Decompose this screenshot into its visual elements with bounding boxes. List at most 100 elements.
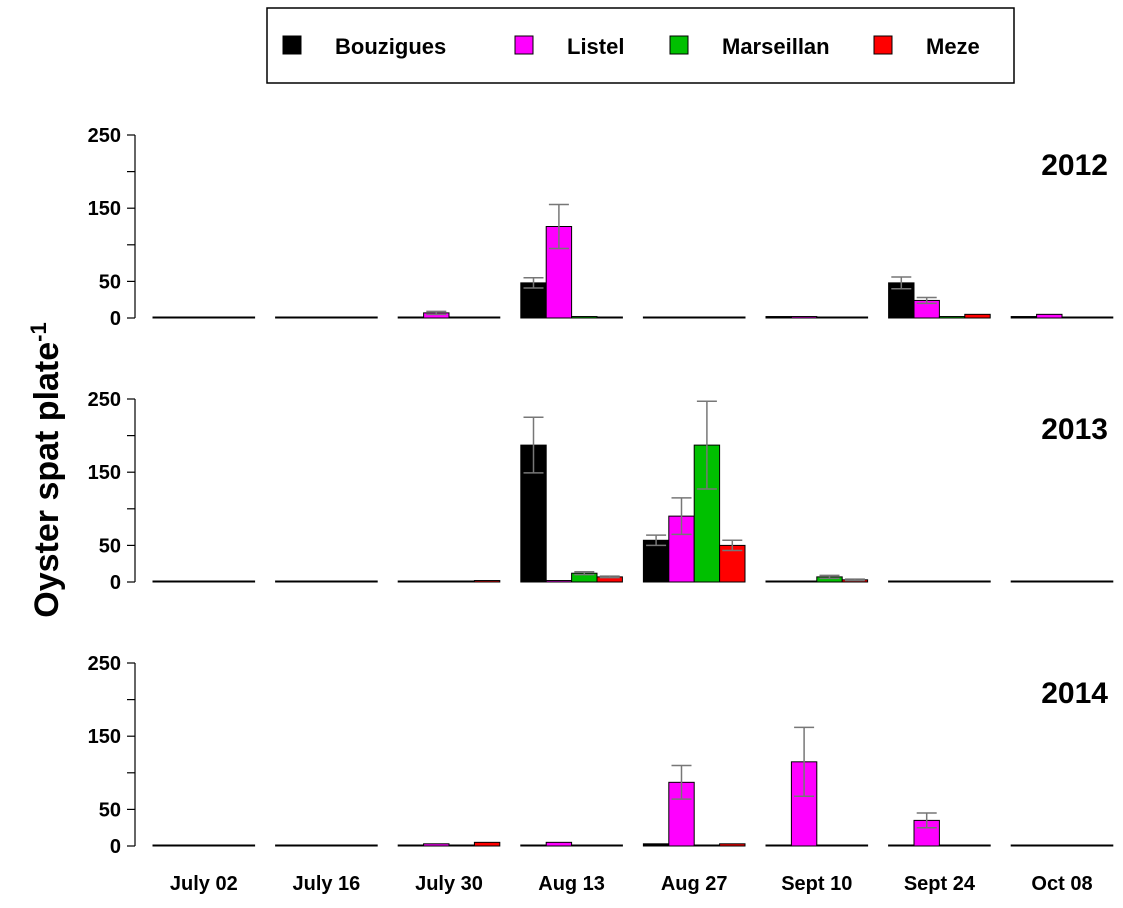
y-axis-label-superscript: -1 (26, 322, 51, 342)
bar-listel-3 (545, 841, 573, 847)
bar-bouzigues-5 (765, 316, 792, 319)
error-bar (722, 539, 743, 552)
bar-meze-7 (1086, 844, 1114, 847)
bar-marseillan-6 (938, 316, 966, 319)
bar-listel-6 (913, 580, 940, 583)
x-tick-label: Sept 24 (904, 873, 976, 895)
panel-year-label: 2013 (1041, 413, 1108, 446)
bar-meze-5 (841, 844, 869, 847)
error-bar (916, 296, 937, 305)
bar-meze-6 (964, 844, 991, 847)
bar-meze-0 (228, 844, 256, 847)
bar-meze-7 (1086, 580, 1114, 583)
bar-listel-4 (668, 316, 695, 319)
legend-swatch-meze (873, 35, 893, 55)
bar-meze-4 (719, 843, 746, 847)
bar-meze-7 (1086, 316, 1114, 319)
x-tick-label: Aug 13 (538, 873, 605, 895)
bar-meze-5 (841, 316, 869, 319)
bar-bouzigues-2 (397, 580, 425, 583)
bar-bouzigues-1 (275, 580, 302, 583)
y-tick-label: 250 (88, 653, 121, 675)
bar-marseillan-5 (816, 844, 843, 847)
bar-bouzigues-3 (520, 844, 547, 847)
bar-meze-2 (473, 841, 501, 847)
error-bar (548, 203, 569, 250)
bar-marseillan-1 (325, 580, 353, 583)
bar-bouzigues-7 (1010, 580, 1038, 583)
bar-meze-4 (719, 316, 746, 319)
bar-marseillan-7 (1061, 316, 1088, 319)
bar-bouzigues-1 (275, 844, 302, 847)
x-tick-label: Oct 08 (1031, 873, 1092, 895)
bar-meze-2 (473, 580, 501, 583)
panel-year-label: 2014 (1041, 677, 1108, 710)
bar-marseillan-3 (571, 316, 598, 319)
bar-meze-6 (964, 313, 991, 319)
error-bar (819, 574, 840, 580)
bar-marseillan-2 (448, 844, 475, 847)
bar-meze-0 (228, 580, 256, 583)
bar-marseillan-3 (571, 844, 598, 847)
bar-listel-1 (300, 580, 327, 583)
bar-bouzigues-2 (397, 844, 425, 847)
panel-2013: 0 50 150 250 2013 (88, 389, 1114, 594)
bar-listel-0 (177, 580, 205, 583)
bar-bouzigues-1 (275, 316, 302, 319)
panel-year-label: 2012 (1041, 149, 1108, 182)
bar-bouzigues-4 (642, 316, 670, 319)
y-tick-label: 150 (88, 462, 121, 484)
bar-meze-1 (351, 316, 378, 319)
bar-marseillan-6 (938, 580, 966, 583)
bar-listel-7 (1036, 580, 1063, 583)
x-tick-label: July 16 (292, 873, 360, 895)
bar-marseillan-4 (693, 316, 721, 319)
error-bar (891, 276, 912, 290)
bar-bouzigues-6 (888, 844, 915, 847)
bar-marseillan-5 (816, 316, 843, 319)
bar-bouzigues-0 (152, 844, 179, 847)
error-bar (794, 726, 815, 797)
x-tick-label: July 30 (415, 873, 483, 895)
bar-meze-1 (351, 580, 378, 583)
x-axis-labels: July 02 July 16 July 30 Aug 13 Aug 27 Sept 10… (170, 873, 1093, 895)
y-tick-label: 250 (88, 389, 121, 411)
bar-bouzigues-0 (152, 580, 179, 583)
x-tick-label: Sept 10 (781, 873, 852, 895)
bar-bouzigues-4 (642, 843, 670, 847)
y-tick-label: 150 (88, 198, 121, 220)
y-tick-label: 250 (88, 125, 121, 147)
y-tick-label: 0 (110, 572, 121, 594)
bar-bouzigues-2 (397, 316, 425, 319)
legend-label-marseillan: Marseillan (722, 34, 830, 59)
y-tick-label: 50 (99, 535, 121, 557)
legend-swatch-listel (514, 35, 534, 55)
bar-bouzigues-5 (765, 844, 792, 847)
bar-marseillan-4 (693, 844, 721, 847)
error-bar (844, 578, 865, 582)
bar-meze-1 (351, 844, 378, 847)
y-tick-label: 0 (110, 836, 121, 858)
legend-swatch-bouzigues (282, 35, 302, 55)
bar-listel-5 (790, 580, 818, 583)
bar-listel-7 (1036, 313, 1063, 319)
x-tick-label: Aug 27 (661, 873, 728, 895)
bar-bouzigues-4 (642, 539, 670, 583)
bar-listel-0 (177, 316, 205, 319)
bar-meze-0 (228, 316, 256, 319)
y-axis-label: Oyster spat plate-1 (26, 322, 66, 617)
bar-marseillan-0 (203, 844, 230, 847)
bar-listel-7 (1036, 844, 1063, 847)
bar-listel-1 (300, 316, 327, 319)
bar-meze-2 (473, 316, 501, 319)
bar-marseillan-7 (1061, 844, 1088, 847)
error-bar (523, 416, 544, 474)
bar-marseillan-6 (938, 844, 966, 847)
panel-2014: 0 50 150 250 2014 (88, 653, 1114, 858)
legend-swatch-marseillan (669, 35, 689, 55)
bar-marseillan-1 (325, 316, 353, 319)
error-bar (426, 310, 447, 316)
bar-listel-1 (300, 844, 327, 847)
bar-listel-3 (545, 580, 573, 583)
